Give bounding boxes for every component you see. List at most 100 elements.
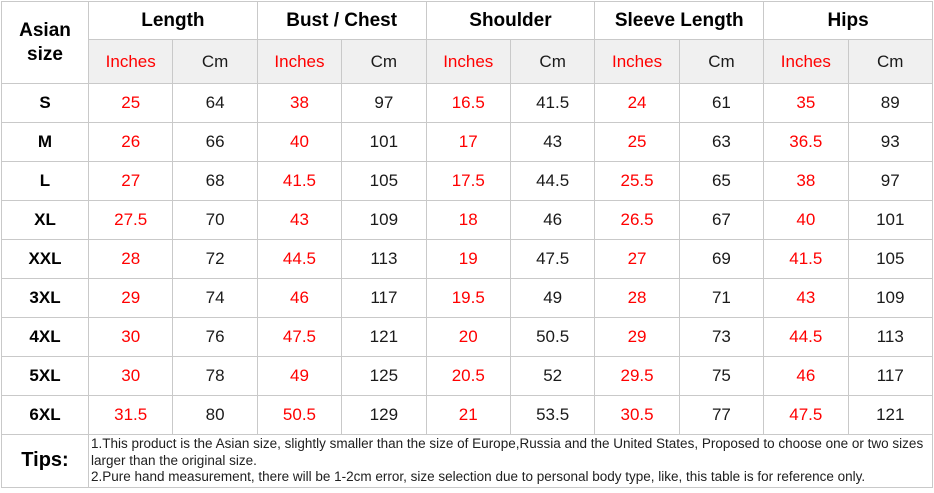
cm-value: 77 [678, 395, 765, 435]
cm-value: 113 [847, 317, 934, 357]
inches-value: 17 [425, 122, 511, 162]
inches-value: 29.5 [594, 356, 680, 396]
size-label-6xl: 6XL [1, 395, 89, 435]
unit-header-sleeve-length-cm: Cm [678, 39, 765, 84]
cm-value: 105 [341, 161, 427, 201]
cm-value: 46 [509, 200, 596, 240]
inches-value: 25 [87, 83, 174, 123]
unit-header-shoulder-cm: Cm [509, 39, 596, 84]
inches-value: 18 [425, 200, 511, 240]
cm-value: 53.5 [509, 395, 596, 435]
cm-value: 97 [341, 83, 427, 123]
group-header-hips: Hips [763, 1, 933, 40]
tips-text: 1.This product is the Asian size, slight… [88, 434, 933, 488]
table-row-l: L 27 68 41.5 105 17.5 44.5 25.5 65 38 97 [1, 161, 934, 201]
inches-value: 40 [256, 122, 343, 162]
cm-value: 101 [341, 122, 427, 162]
cm-value: 67 [678, 200, 765, 240]
cm-value: 109 [341, 200, 427, 240]
cm-value: 105 [847, 239, 934, 279]
cm-value: 52 [509, 356, 596, 396]
table-row-5xl: 5XL 30 78 49 125 20.5 52 29.5 75 46 117 [1, 356, 934, 396]
inches-value: 27 [87, 161, 174, 201]
table-row-xl: XL 27.5 70 43 109 18 46 26.5 67 40 101 [1, 200, 934, 240]
inches-value: 25 [594, 122, 680, 162]
cm-value: 50.5 [509, 317, 596, 357]
group-header-bust-chest: Bust / Chest [256, 1, 427, 40]
size-label-s: S [1, 83, 89, 123]
inches-value: 21 [425, 395, 511, 435]
inches-value: 29 [87, 278, 174, 318]
cm-value: 109 [847, 278, 934, 318]
cm-value: 73 [678, 317, 765, 357]
table-row-m: M 26 66 40 101 17 43 25 63 36.5 93 [1, 122, 934, 162]
size-label-3xl: 3XL [1, 278, 89, 318]
unit-header-length-cm: Cm [172, 39, 258, 84]
cm-value: 68 [172, 161, 258, 201]
inches-value: 27 [594, 239, 680, 279]
table-row-xxl: XXL 28 72 44.5 113 19 47.5 27 69 41.5 105 [1, 239, 934, 279]
cm-value: 74 [172, 278, 258, 318]
inches-value: 36.5 [763, 122, 849, 162]
cm-value: 66 [172, 122, 258, 162]
cm-value: 89 [847, 83, 934, 123]
inches-value: 30 [87, 356, 174, 396]
inches-value: 46 [256, 278, 343, 318]
inches-value: 19 [425, 239, 511, 279]
unit-header-bust-chest-inches: Inches [256, 39, 343, 84]
cm-value: 49 [509, 278, 596, 318]
inches-value: 24 [594, 83, 680, 123]
inches-value: 43 [763, 278, 849, 318]
cm-value: 76 [172, 317, 258, 357]
inches-value: 38 [763, 161, 849, 201]
size-label-l: L [1, 161, 89, 201]
inches-value: 30 [87, 317, 174, 357]
unit-header-sleeve-length-inches: Inches [594, 39, 680, 84]
inches-value: 46 [763, 356, 849, 396]
cm-value: 117 [341, 278, 427, 318]
inches-value: 25.5 [594, 161, 680, 201]
cm-value: 121 [847, 395, 934, 435]
group-header-sleeve-length: Sleeve Length [594, 1, 765, 40]
inches-value: 38 [256, 83, 343, 123]
cm-value: 97 [847, 161, 934, 201]
group-header-shoulder: Shoulder [425, 1, 596, 40]
inches-value: 40 [763, 200, 849, 240]
inches-value: 20.5 [425, 356, 511, 396]
tips-label: Tips: [1, 434, 89, 488]
cm-value: 75 [678, 356, 765, 396]
size-label-xl: XL [1, 200, 89, 240]
inches-value: 19.5 [425, 278, 511, 318]
tips-row: Tips: 1.This product is the Asian size, … [1, 434, 933, 488]
unit-header-hips-inches: Inches [763, 39, 849, 84]
inches-value: 26 [87, 122, 174, 162]
inches-value: 31.5 [87, 395, 174, 435]
size-rows: S 25 64 38 97 16.5 41.5 24 61 35 89 M 26 66 40 101 17 43 2… [1, 83, 934, 435]
cm-value: 129 [341, 395, 427, 435]
cm-value: 80 [172, 395, 258, 435]
tip-line-2: 2.Pure hand measurement, there will be 1… [91, 469, 866, 484]
inches-value: 28 [87, 239, 174, 279]
inches-value: 28 [594, 278, 680, 318]
inches-value: 30.5 [594, 395, 680, 435]
unit-header-bust-chest-cm: Cm [341, 39, 427, 84]
size-label-4xl: 4XL [1, 317, 89, 357]
cm-value: 113 [341, 239, 427, 279]
size-label-xxl: XXL [1, 239, 89, 279]
size-label-5xl: 5XL [1, 356, 89, 396]
inches-value: 44.5 [763, 317, 849, 357]
tip-line-1: 1.This product is the Asian size, slight… [91, 436, 924, 468]
group-header-row: Asian size Length Bust / Chest Shoulder Sle… [1, 1, 933, 84]
unit-header-row: Inches Cm Inches Cm Inches Cm Inches Cm Inches Cm [2, 39, 934, 84]
cm-value: 70 [172, 200, 258, 240]
cm-value: 71 [678, 278, 765, 318]
unit-header-hips-cm: Cm [847, 39, 934, 84]
cm-value: 69 [678, 239, 765, 279]
cm-value: 101 [847, 200, 934, 240]
tips-section: Tips: 1.This product is the Asian size, … [1, 434, 933, 488]
cm-value: 41.5 [509, 83, 596, 123]
cm-value: 61 [678, 83, 765, 123]
cm-value: 121 [341, 317, 427, 357]
inches-value: 29 [594, 317, 680, 357]
